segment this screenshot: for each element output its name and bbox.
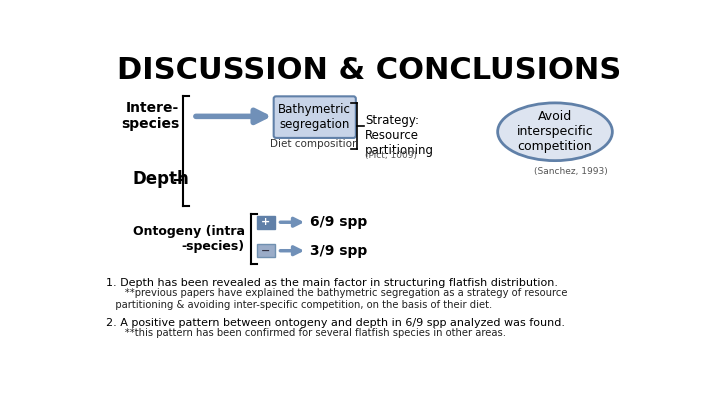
FancyBboxPatch shape: [274, 96, 356, 138]
FancyBboxPatch shape: [256, 244, 275, 257]
Text: Intere-
species: Intere- species: [121, 101, 179, 132]
Ellipse shape: [498, 103, 612, 161]
Text: Ontogeny (intra
-species): Ontogeny (intra -species): [133, 225, 245, 253]
Text: (Sanchez, 1993): (Sanchez, 1993): [534, 167, 608, 176]
FancyBboxPatch shape: [256, 216, 275, 229]
Text: 6/9 spp: 6/9 spp: [310, 215, 367, 229]
Text: Bathymetric
segregation: Bathymetric segregation: [279, 103, 351, 131]
Text: 3/9 spp: 3/9 spp: [310, 244, 367, 258]
Text: **this pattern has been confirmed for several flatfish species in other areas.: **this pattern has been confirmed for se…: [106, 328, 505, 338]
Text: **previous papers have explained the bathymetric segregation as a strategy of re: **previous papers have explained the bat…: [106, 288, 567, 310]
Text: +: +: [261, 217, 271, 227]
Text: 1. Depth has been revealed as the main factor in structuring flatfish distributi: 1. Depth has been revealed as the main f…: [106, 278, 557, 288]
Text: Depth: Depth: [132, 171, 189, 188]
Text: 2. A positive pattern between ontogeny and depth in 6/9 spp analyzed was found.: 2. A positive pattern between ontogeny a…: [106, 318, 564, 328]
Text: DISCUSSION & CONCLUSIONS: DISCUSSION & CONCLUSIONS: [117, 56, 621, 85]
Text: (Pict, 1009): (Pict, 1009): [365, 151, 417, 160]
Text: Diet composition: Diet composition: [271, 139, 359, 149]
Text: Strategy:
Resource
partitioning: Strategy: Resource partitioning: [365, 115, 434, 158]
Text: Avoid
interspecific
competition: Avoid interspecific competition: [517, 110, 593, 153]
Text: −: −: [261, 246, 271, 256]
